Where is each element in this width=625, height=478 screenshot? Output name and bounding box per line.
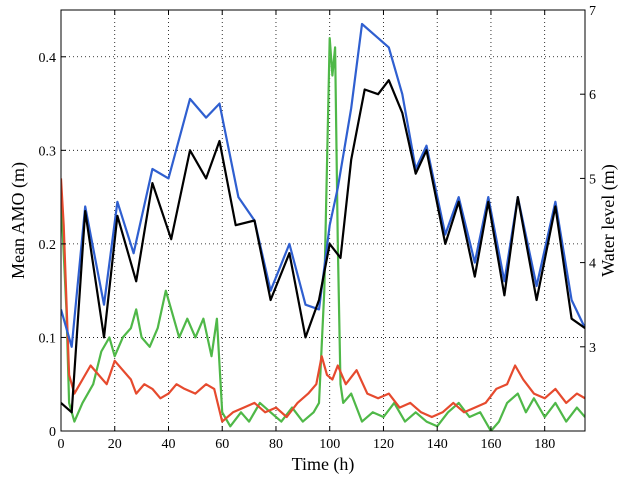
- y-left-tick-label: 0.4: [39, 51, 57, 66]
- y-right-tick-label: 4: [589, 257, 596, 272]
- y-left-tick-label: 0.1: [39, 331, 57, 346]
- y-left-tick-label: 0: [49, 425, 56, 440]
- x-tick-label: 180: [534, 437, 555, 452]
- x-tick-label: 160: [480, 437, 501, 452]
- plot-frame: [60, 9, 586, 432]
- x-tick-label: 100: [319, 437, 340, 452]
- x-tick-label: 140: [427, 437, 448, 452]
- x-tick-label: 80: [269, 437, 283, 452]
- y-left-tick-label: 0.2: [39, 238, 57, 253]
- y-right-tick-label: 7: [589, 4, 596, 19]
- x-tick-label: 60: [215, 437, 229, 452]
- series-group: [61, 22, 585, 431]
- x-tick-label: 0: [58, 437, 65, 452]
- y-axis-left-label: Mean AMO (m): [8, 162, 29, 279]
- series-line-2: [61, 178, 585, 423]
- y-axis-right-label: Water level (m): [598, 164, 619, 277]
- y-left-tick-label: 0.3: [39, 144, 57, 159]
- y-right-tick-label: 5: [589, 172, 596, 187]
- grid-lines: [61, 10, 585, 431]
- x-axis-label: Time (h): [292, 454, 355, 475]
- axis-ticks: 0 20 40 60 80 100 120 140 160 180 0 0.1 0.2 0.3 0.4 3 4 5…: [39, 4, 597, 452]
- y-right-tick-label: 3: [589, 341, 596, 356]
- x-tick-label: 120: [373, 437, 394, 452]
- series-line-3: [61, 37, 585, 431]
- x-tick-label: 20: [108, 437, 122, 452]
- x-tick-label: 40: [161, 437, 175, 452]
- series-line-1: [61, 79, 585, 414]
- y-right-tick-label: 6: [589, 88, 596, 103]
